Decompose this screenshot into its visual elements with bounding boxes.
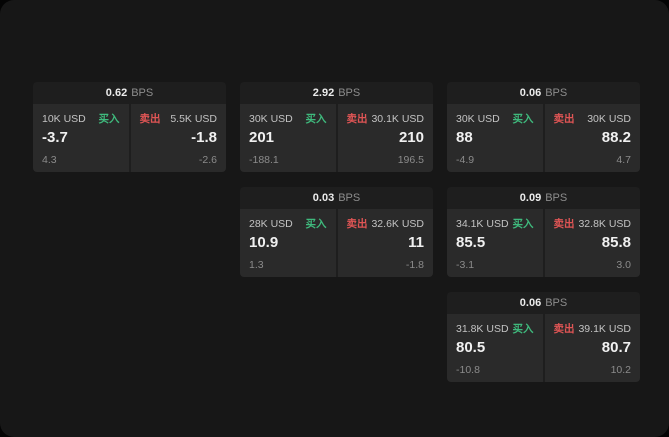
sell-panel[interactable]: 卖出 32.8K USD 85.8 3.0 <box>544 209 640 277</box>
quote-card-grid: 0.62 BPS 10K USD 买入 -3.7 4.3 卖出 5.5K USD <box>33 82 640 382</box>
buy-side-label: 买入 <box>305 218 327 230</box>
sell-panel[interactable]: 卖出 30K USD 88.2 4.7 <box>544 104 640 172</box>
bid-ask-panels: 30K USD 买入 201 -188.1 卖出 30.1K USD 210 1… <box>240 104 433 172</box>
sell-panel[interactable]: 卖出 39.1K USD 80.7 10.2 <box>544 314 640 382</box>
spread-header: 2.92 BPS <box>240 82 433 104</box>
sell-secondary-value: 10.2 <box>610 364 631 376</box>
sell-side-label: 卖出 <box>139 113 161 125</box>
bps-value: 0.03 <box>312 192 335 204</box>
buy-notional-label: 10K USD <box>42 112 86 125</box>
sell-price-value: -1.8 <box>191 129 217 146</box>
buy-secondary-value: -10.8 <box>456 364 480 376</box>
buy-price-value: -3.7 <box>42 129 68 146</box>
buy-side-label: 买入 <box>512 113 534 125</box>
quote-card: 0.62 BPS 10K USD 买入 -3.7 4.3 卖出 5.5K USD <box>33 82 226 172</box>
sell-side-label: 卖出 <box>346 113 368 125</box>
sell-secondary-value: 196.5 <box>397 154 424 166</box>
sell-notional-label: 32.8K USD <box>578 217 631 230</box>
buy-panel[interactable]: 28K USD 买入 10.9 1.3 <box>240 209 336 277</box>
bps-value: 2.92 <box>312 87 335 99</box>
bid-ask-panels: 28K USD 买入 10.9 1.3 卖出 32.6K USD 11 -1.8 <box>240 209 433 277</box>
buy-price-value: 10.9 <box>249 234 279 251</box>
buy-side-label: 买入 <box>512 218 534 230</box>
bid-ask-panels: 34.1K USD 买入 85.5 -3.1 卖出 32.8K USD 85.8… <box>447 209 640 277</box>
quote-card: 2.92 BPS 30K USD 买入 201 -188.1 卖出 30.1K … <box>240 82 433 172</box>
sell-price-value: 11 <box>408 234 424 251</box>
buy-secondary-value: -4.9 <box>456 154 475 166</box>
spread-header: 0.09 BPS <box>447 187 640 209</box>
buy-notional-label: 28K USD <box>249 217 293 230</box>
bps-label: BPS <box>131 87 154 99</box>
sell-price-value: 210 <box>398 129 424 146</box>
buy-panel[interactable]: 10K USD 买入 -3.7 4.3 <box>33 104 129 172</box>
sell-notional-label: 30K USD <box>587 112 631 125</box>
spread-header: 0.62 BPS <box>33 82 226 104</box>
sell-secondary-value: 4.7 <box>616 154 631 166</box>
bid-ask-panels: 31.8K USD 买入 80.5 -10.8 卖出 39.1K USD 80.… <box>447 314 640 382</box>
bps-label: BPS <box>545 192 568 204</box>
buy-side-label: 买入 <box>98 113 120 125</box>
buy-notional-label: 30K USD <box>249 112 293 125</box>
sell-side-label: 卖出 <box>553 218 575 230</box>
sell-side-label: 卖出 <box>346 218 368 230</box>
quote-card: 0.06 BPS 31.8K USD 买入 80.5 -10.8 卖出 39.1… <box>447 292 640 382</box>
buy-secondary-value: -3.1 <box>456 259 475 271</box>
buy-secondary-value: 1.3 <box>249 259 264 271</box>
quote-card: 0.06 BPS 30K USD 买入 88 -4.9 卖出 30K USD <box>447 82 640 172</box>
sell-panel[interactable]: 卖出 32.6K USD 11 -1.8 <box>337 209 433 277</box>
buy-notional-label: 30K USD <box>456 112 500 125</box>
bps-label: BPS <box>338 192 361 204</box>
buy-notional-label: 34.1K USD <box>456 217 509 230</box>
buy-panel[interactable]: 34.1K USD 买入 85.5 -3.1 <box>447 209 543 277</box>
buy-price-value: 88 <box>456 129 473 146</box>
sell-secondary-value: -1.8 <box>405 259 424 271</box>
buy-panel[interactable]: 30K USD 买入 88 -4.9 <box>447 104 543 172</box>
sell-side-label: 卖出 <box>553 323 575 335</box>
sell-price-value: 85.8 <box>601 234 631 251</box>
spread-header: 0.06 BPS <box>447 292 640 314</box>
bps-value: 0.09 <box>519 192 542 204</box>
sell-side-label: 卖出 <box>553 113 575 125</box>
sell-secondary-value: -2.6 <box>198 154 217 166</box>
buy-side-label: 买入 <box>512 323 534 335</box>
buy-panel[interactable]: 30K USD 买入 201 -188.1 <box>240 104 336 172</box>
bps-value: 0.06 <box>519 87 542 99</box>
sell-secondary-value: 3.0 <box>616 259 631 271</box>
bps-label: BPS <box>338 87 361 99</box>
buy-price-value: 85.5 <box>456 234 486 251</box>
buy-notional-label: 31.8K USD <box>456 322 509 335</box>
sell-price-value: 80.7 <box>601 339 631 356</box>
sell-notional-label: 39.1K USD <box>578 322 631 335</box>
bps-label: BPS <box>545 87 568 99</box>
sell-price-value: 88.2 <box>601 129 631 146</box>
buy-secondary-value: -188.1 <box>249 154 279 166</box>
bps-value: 0.06 <box>519 297 542 309</box>
sell-panel[interactable]: 卖出 5.5K USD -1.8 -2.6 <box>130 104 226 172</box>
sell-panel[interactable]: 卖出 30.1K USD 210 196.5 <box>337 104 433 172</box>
buy-price-value: 80.5 <box>456 339 486 356</box>
sell-notional-label: 32.6K USD <box>371 217 424 230</box>
bps-value: 0.62 <box>105 87 128 99</box>
sell-notional-label: 30.1K USD <box>371 112 424 125</box>
buy-panel[interactable]: 31.8K USD 买入 80.5 -10.8 <box>447 314 543 382</box>
buy-secondary-value: 4.3 <box>42 154 57 166</box>
quote-card: 0.09 BPS 34.1K USD 买入 85.5 -3.1 卖出 32.8K… <box>447 187 640 277</box>
quote-card: 0.03 BPS 28K USD 买入 10.9 1.3 卖出 32.6K US… <box>240 187 433 277</box>
bid-ask-panels: 30K USD 买入 88 -4.9 卖出 30K USD 88.2 4.7 <box>447 104 640 172</box>
buy-side-label: 买入 <box>305 113 327 125</box>
bid-ask-panels: 10K USD 买入 -3.7 4.3 卖出 5.5K USD -1.8 -2.… <box>33 104 226 172</box>
bps-label: BPS <box>545 297 568 309</box>
buy-price-value: 201 <box>249 129 275 146</box>
spread-header: 0.06 BPS <box>447 82 640 104</box>
spread-header: 0.03 BPS <box>240 187 433 209</box>
sell-notional-label: 5.5K USD <box>170 112 217 125</box>
